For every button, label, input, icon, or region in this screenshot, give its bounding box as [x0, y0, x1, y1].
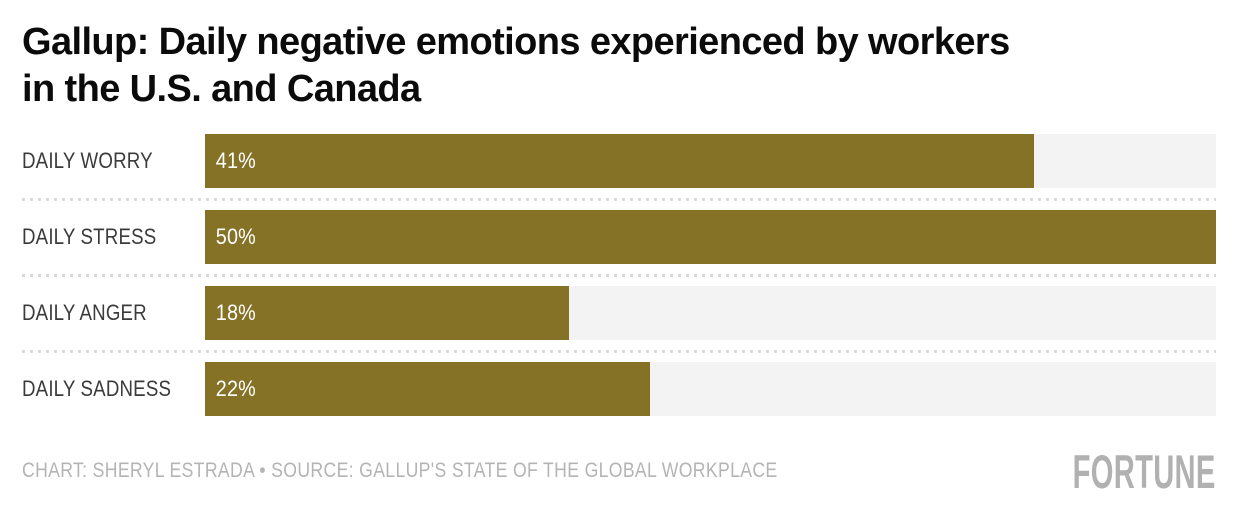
- bar: 41%: [205, 134, 1035, 188]
- category-label: DAILY STRESS: [22, 224, 157, 249]
- fortune-logo: FORTUNE: [1072, 444, 1216, 498]
- chart-title-line-2: in the U.S. and Canada: [22, 68, 421, 110]
- row-separator: [22, 198, 1216, 201]
- chart-footer: CHART: SHERYL ESTRADA • SOURCE: GALLUP'S…: [22, 445, 1216, 498]
- category-label: DAILY SADNESS: [22, 376, 172, 401]
- bar-track: 41%: [205, 134, 1216, 188]
- bar: 22%: [205, 362, 650, 416]
- bar-row: DAILY WORRY 41%: [22, 134, 1216, 188]
- bar-chart: DAILY WORRY 41% DAILY STRESS 50% DAILY A…: [22, 134, 1216, 416]
- bar-row: DAILY STRESS 50%: [22, 210, 1216, 264]
- chart-title: Gallup: Daily negative emotions experien…: [22, 19, 1216, 113]
- bar-track: 50%: [205, 210, 1216, 264]
- row-separator: [22, 274, 1216, 277]
- bar-row: DAILY ANGER 18%: [22, 286, 1216, 340]
- bar: 18%: [205, 286, 569, 340]
- category-label: DAILY ANGER: [22, 300, 147, 325]
- value-label: 41%: [215, 148, 256, 173]
- row-separator: [22, 350, 1216, 353]
- value-label: 50%: [215, 224, 256, 249]
- bar: 50%: [205, 210, 1216, 264]
- value-label: 22%: [215, 376, 256, 401]
- category-label: DAILY WORRY: [22, 148, 153, 173]
- bar-track: 18%: [205, 286, 1216, 340]
- bar-track: 22%: [205, 362, 1216, 416]
- chart-title-line-1: Gallup: Daily negative emotions experien…: [22, 21, 1010, 63]
- bar-row: DAILY SADNESS 22%: [22, 362, 1216, 416]
- credit-line: CHART: SHERYL ESTRADA • SOURCE: GALLUP'S…: [22, 459, 778, 482]
- value-label: 18%: [215, 300, 256, 325]
